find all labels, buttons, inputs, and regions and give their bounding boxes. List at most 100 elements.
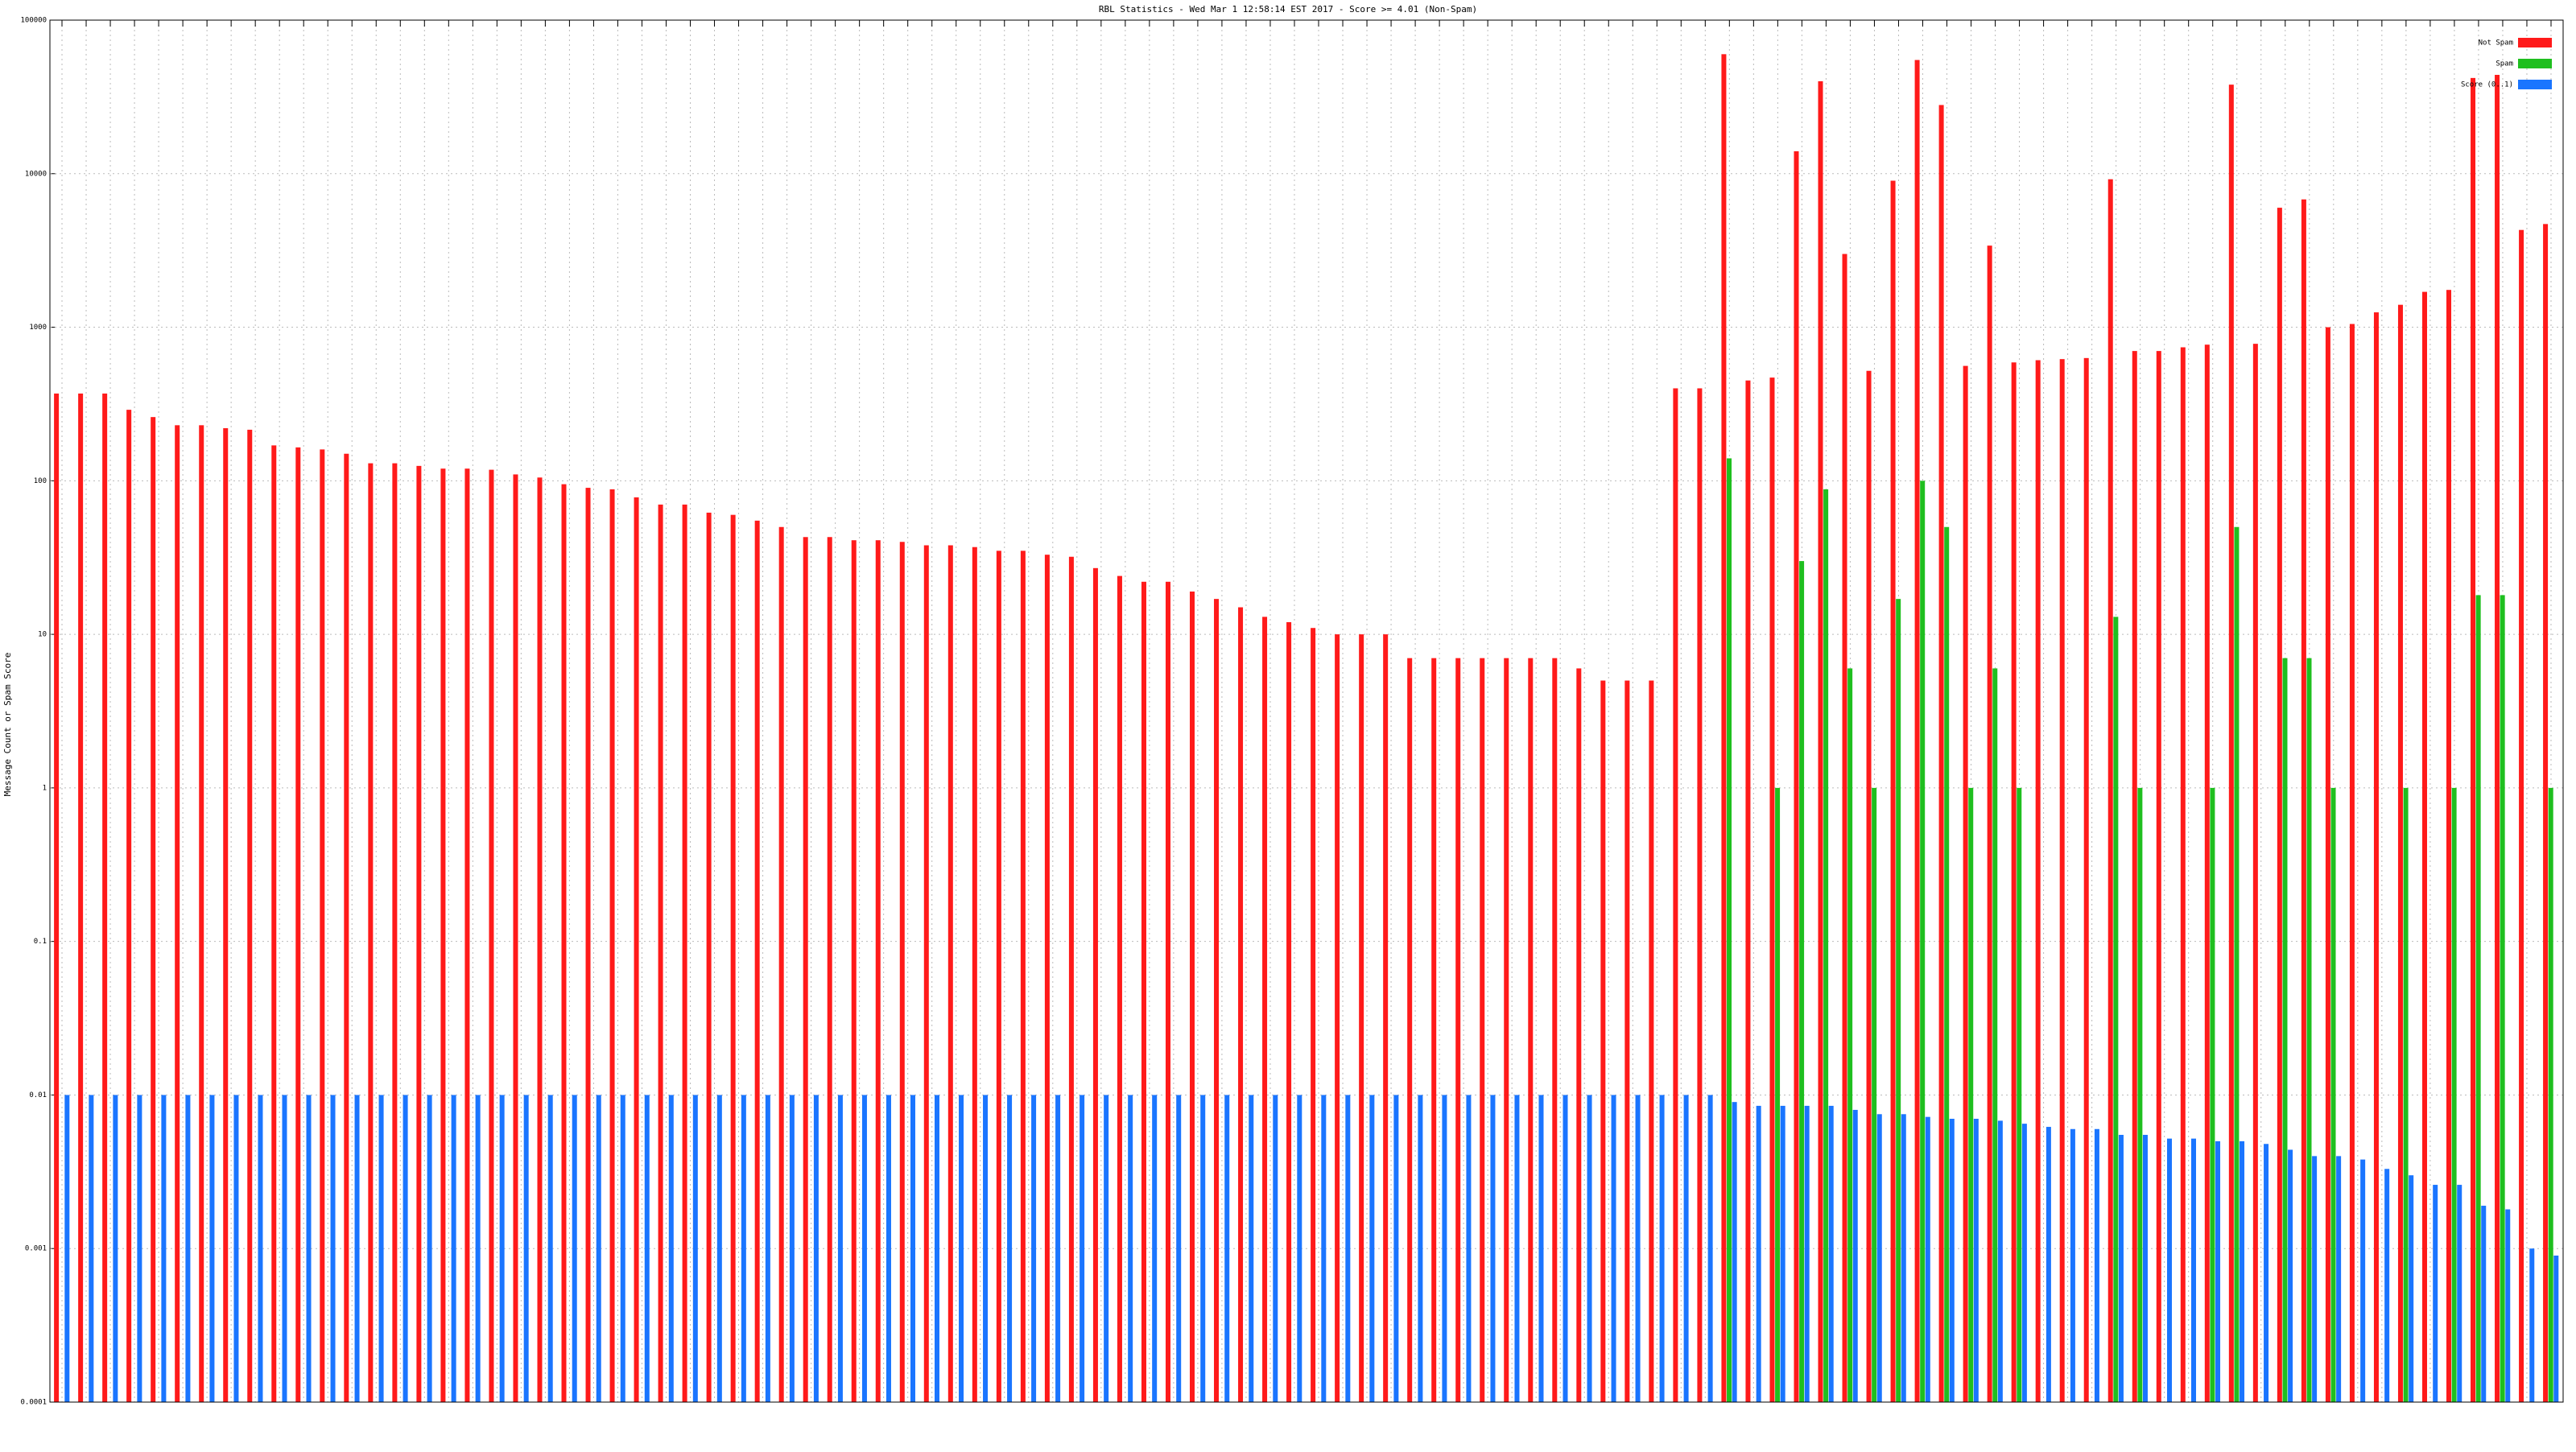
legend-label: Spam	[2496, 60, 2513, 68]
bar	[113, 1095, 118, 1402]
bar	[1920, 481, 1926, 1403]
bar	[2215, 1141, 2221, 1402]
bar	[1273, 1095, 1278, 1402]
bar	[778, 526, 784, 1402]
bar	[2240, 1141, 2245, 1402]
y-tick-label: 0.0001	[20, 1399, 47, 1407]
bar	[2306, 658, 2312, 1402]
bar	[1745, 380, 1751, 1403]
bar	[137, 1095, 142, 1402]
bar	[2264, 1144, 2269, 1402]
bar	[2336, 1156, 2342, 1402]
bar	[440, 468, 446, 1402]
bar	[1896, 599, 1901, 1402]
bar	[1345, 1095, 1351, 1402]
bar	[837, 1095, 843, 1402]
bar	[2180, 347, 2186, 1403]
bar	[1031, 1095, 1037, 1402]
bar	[1769, 377, 1775, 1402]
bar	[1141, 581, 1146, 1402]
bar	[271, 445, 277, 1402]
y-tick-label: 100	[34, 477, 47, 485]
bar	[2397, 304, 2403, 1402]
bar	[1938, 105, 1944, 1402]
bar	[1442, 1095, 1447, 1402]
bar	[2204, 344, 2210, 1403]
bar	[935, 1095, 940, 1402]
bar	[1238, 607, 1244, 1402]
bar	[102, 393, 108, 1402]
bar	[1165, 581, 1170, 1402]
bar	[1020, 551, 1026, 1403]
bar	[464, 468, 470, 1402]
bar	[1383, 634, 1389, 1402]
bar	[2471, 77, 2476, 1403]
bar	[1587, 1095, 1592, 1402]
bar	[2495, 75, 2500, 1402]
bar	[1044, 555, 1050, 1402]
bar	[1480, 658, 1485, 1402]
bar	[861, 1095, 867, 1402]
bar	[1176, 1095, 1182, 1402]
bar	[658, 504, 663, 1402]
legend-swatch	[2518, 38, 2552, 47]
bar	[2118, 1134, 2124, 1402]
bar	[754, 520, 760, 1402]
bar	[813, 1095, 819, 1402]
bar	[2421, 291, 2427, 1402]
bar	[1794, 151, 1799, 1403]
bar	[1262, 617, 1268, 1402]
bar	[199, 425, 204, 1402]
bar	[330, 1095, 336, 1402]
bar	[1359, 634, 1364, 1402]
bar	[1200, 1095, 1206, 1402]
bar	[2325, 327, 2330, 1402]
bar	[1635, 1095, 1641, 1402]
bar	[1914, 60, 1920, 1402]
bar	[1968, 787, 1974, 1402]
bar	[1828, 1105, 1834, 1402]
legend-swatch	[2518, 59, 2552, 68]
bar	[233, 1095, 239, 1402]
bar	[392, 463, 398, 1402]
bar	[2156, 351, 2161, 1402]
bar	[682, 504, 687, 1402]
bar	[2529, 1248, 2535, 1402]
legend-swatch	[2518, 80, 2552, 89]
bar	[2035, 360, 2041, 1402]
bar	[910, 1095, 915, 1402]
bar	[741, 1095, 746, 1402]
bar	[523, 1095, 529, 1402]
bar	[247, 429, 253, 1403]
bar	[354, 1095, 360, 1402]
bar	[1732, 1102, 1737, 1402]
bar	[959, 1095, 964, 1402]
bar	[585, 488, 591, 1402]
bar	[2312, 1156, 2318, 1402]
bar	[1514, 1095, 1520, 1402]
bar	[209, 1095, 215, 1402]
bar	[1504, 658, 1509, 1402]
bar	[1872, 787, 1877, 1402]
bar	[2166, 1138, 2172, 1402]
bar	[402, 1095, 408, 1402]
bar	[2046, 1127, 2051, 1402]
bar	[2228, 85, 2234, 1402]
bar	[620, 1095, 625, 1402]
bar	[1707, 1095, 1713, 1402]
bar	[2548, 787, 2553, 1402]
bar	[475, 1095, 481, 1402]
bar	[306, 1095, 312, 1402]
bar	[1224, 1095, 1230, 1402]
bar	[972, 547, 977, 1402]
bar	[2373, 312, 2379, 1403]
bar	[2113, 617, 2119, 1402]
bar	[2475, 595, 2481, 1402]
bar	[2409, 1175, 2414, 1402]
bar	[2021, 1124, 2027, 1402]
bar	[64, 1095, 70, 1402]
bar	[1925, 1116, 1930, 1402]
bar	[2553, 1255, 2559, 1402]
